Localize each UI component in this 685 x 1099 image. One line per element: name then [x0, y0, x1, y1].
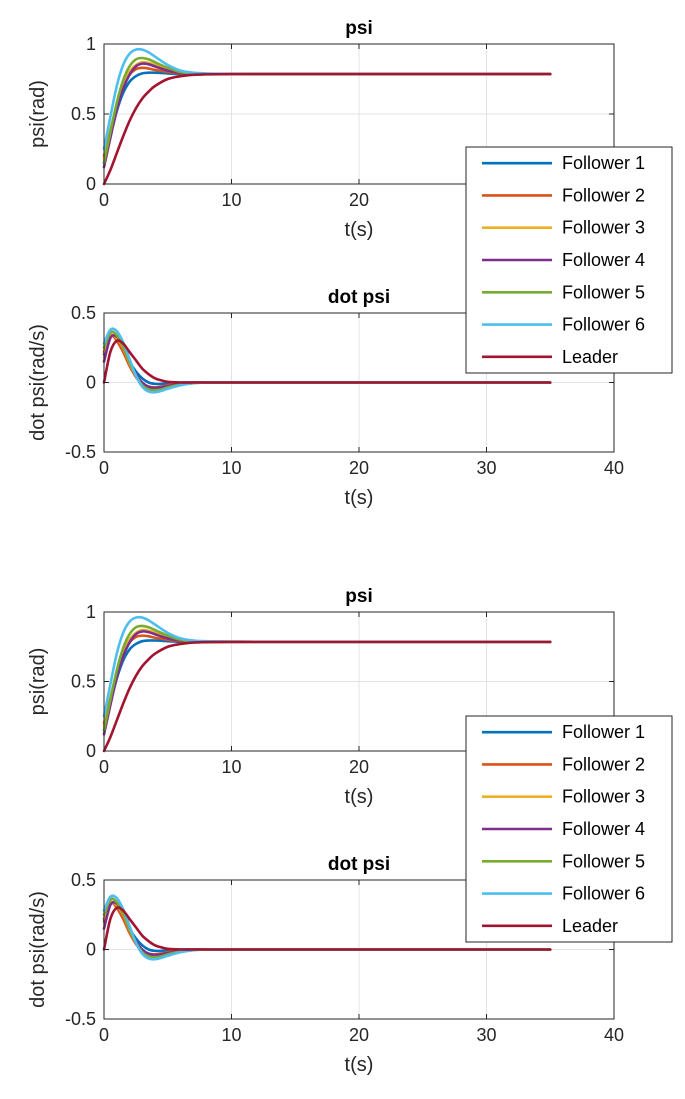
- legend-entry: Follower 4: [562, 250, 645, 270]
- x-axis-label: t(s): [345, 1054, 374, 1076]
- legend: Follower 1 Follower 2 Follower 3 Follower 4…: [465, 146, 673, 374]
- legend-entry: Follower 2: [562, 185, 645, 205]
- x-tick-label: 20: [349, 757, 369, 777]
- legend: Follower 1 Follower 2 Follower 3 Follower 4…: [465, 715, 673, 943]
- legend-entry: Follower 4: [562, 819, 645, 839]
- legend-entry: Follower 2: [562, 754, 645, 774]
- y-tick-label: 0: [86, 373, 96, 393]
- x-tick-label: 40: [604, 458, 624, 478]
- x-tick-label: 0: [99, 757, 109, 777]
- y-axis-label: psi(rad): [27, 648, 49, 716]
- x-tick-label: 10: [221, 458, 241, 478]
- legend-entry: Follower 1: [562, 153, 645, 173]
- series-line-leader: [102, 906, 552, 951]
- series-line-leader: [102, 72, 552, 186]
- legend-entry: Follower 5: [562, 851, 645, 871]
- legend-entry: Follower 6: [562, 884, 645, 904]
- x-tick-label: 10: [221, 1025, 241, 1045]
- y-tick-label: 0.5: [71, 672, 96, 692]
- chart-title: psi: [345, 18, 372, 39]
- y-tick-label: -0.5: [65, 442, 96, 462]
- y-tick-label: 0.5: [71, 870, 96, 890]
- y-tick-label: 0: [86, 741, 96, 761]
- legend-entry: Follower 3: [562, 787, 645, 807]
- legend-entry: Leader: [562, 916, 618, 936]
- chart-title: dot psi: [328, 287, 390, 308]
- x-tick-label: 20: [349, 190, 369, 210]
- y-tick-label: 1: [86, 602, 96, 622]
- x-tick-label: 10: [221, 757, 241, 777]
- legend-entry: Follower 1: [562, 722, 645, 742]
- y-tick-label: 1: [86, 34, 96, 54]
- legend-entry: Follower 6: [562, 315, 645, 335]
- y-tick-label: 0: [86, 174, 96, 194]
- x-tick-label: 20: [349, 458, 369, 478]
- x-axis-label: t(s): [345, 786, 374, 808]
- x-tick-label: 0: [99, 458, 109, 478]
- x-tick-label: 10: [221, 190, 241, 210]
- chart-title: dot psi: [328, 854, 390, 875]
- y-axis-label: dot psi(rad/s): [27, 891, 49, 1008]
- legend-entry: Follower 3: [562, 218, 645, 238]
- x-tick-label: 40: [604, 1025, 624, 1045]
- chart-title: psi: [345, 586, 372, 607]
- y-tick-label: 0.5: [71, 104, 96, 124]
- y-axis-label: psi(rad): [27, 80, 49, 148]
- y-axis-label: dot psi(rad/s): [27, 324, 49, 441]
- x-tick-label: 30: [476, 458, 496, 478]
- x-tick-label: 20: [349, 1025, 369, 1045]
- legend-entry: Leader: [562, 347, 618, 367]
- x-axis-label: t(s): [345, 487, 374, 509]
- x-axis-label: t(s): [345, 219, 374, 241]
- series-line-leader: [102, 640, 552, 753]
- x-tick-label: 0: [99, 1025, 109, 1045]
- legend-entry: Follower 5: [562, 282, 645, 302]
- x-tick-label: 0: [99, 190, 109, 210]
- series-line-leader: [102, 339, 552, 384]
- y-tick-label: -0.5: [65, 1009, 96, 1029]
- y-tick-label: 0.5: [71, 303, 96, 323]
- x-tick-label: 30: [476, 1025, 496, 1045]
- y-tick-label: 0: [86, 940, 96, 960]
